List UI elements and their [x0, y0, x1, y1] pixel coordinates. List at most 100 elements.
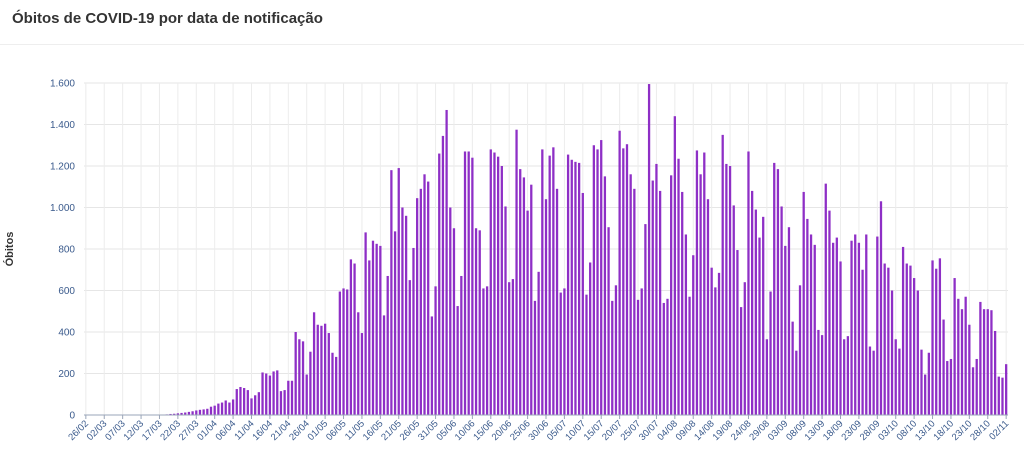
bar — [688, 296, 691, 415]
bar — [500, 166, 503, 415]
bar — [526, 210, 529, 415]
bar — [979, 301, 982, 415]
bar — [780, 206, 783, 415]
bar — [548, 155, 551, 415]
y-tick-label: 200 — [58, 369, 75, 380]
bar — [474, 228, 478, 415]
bar — [423, 174, 426, 415]
bar — [982, 309, 986, 415]
x-tick-label: 06/05 — [324, 418, 349, 443]
x-tick-label: 13/09 — [803, 418, 828, 443]
bar — [559, 292, 562, 415]
bar — [482, 288, 485, 415]
bar — [957, 298, 960, 415]
bar — [670, 175, 673, 415]
bar — [478, 230, 481, 415]
bar — [865, 234, 868, 415]
bar — [673, 116, 676, 415]
x-tick-label: 08/10 — [895, 418, 920, 443]
bar — [784, 245, 787, 415]
bar — [419, 188, 422, 415]
bar — [169, 413, 172, 415]
bar — [751, 190, 754, 415]
bar — [703, 152, 706, 415]
bar — [710, 267, 713, 415]
bar — [533, 300, 537, 415]
x-tick-label: 15/06 — [471, 418, 496, 443]
bar — [335, 356, 338, 415]
bar — [577, 162, 581, 415]
bar — [438, 153, 441, 416]
chart-title: Óbitos de COVID-19 por data de notificaç… — [12, 10, 323, 27]
bar — [743, 282, 746, 415]
bar — [787, 227, 791, 415]
bar — [618, 130, 621, 415]
bar — [725, 163, 728, 415]
x-tick-label: 23/09 — [839, 418, 864, 443]
bar — [294, 332, 297, 415]
bar — [839, 261, 842, 415]
bar — [515, 129, 518, 415]
bar — [935, 268, 938, 415]
bar — [456, 306, 459, 415]
x-tick-label: 28/10 — [968, 418, 993, 443]
x-tick-label: 23/10 — [950, 418, 975, 443]
bar — [824, 183, 827, 415]
bar — [213, 405, 216, 415]
bar — [173, 413, 176, 415]
x-tick-label: 19/08 — [711, 418, 736, 443]
x-tick-label: 07/03 — [103, 418, 128, 443]
bar — [408, 280, 411, 415]
bar — [662, 302, 665, 415]
bar — [728, 166, 732, 415]
bar — [301, 341, 305, 415]
x-tick-label: 15/07 — [582, 418, 607, 443]
bar — [692, 255, 695, 415]
bar — [898, 348, 901, 415]
bar — [695, 150, 699, 415]
bar — [909, 265, 912, 415]
bar — [239, 386, 242, 415]
bar — [813, 244, 816, 415]
bar — [655, 163, 658, 415]
bar — [375, 243, 378, 415]
bar — [427, 181, 430, 415]
x-tick-label: 30/06 — [527, 418, 552, 443]
bar — [555, 188, 559, 415]
x-tick-label: 03/10 — [876, 418, 901, 443]
y-tick-label: 1.400 — [50, 120, 75, 131]
y-tick-label: 800 — [58, 245, 75, 256]
bar — [195, 410, 198, 415]
x-tick-label: 18/09 — [821, 418, 846, 443]
bar — [592, 145, 595, 415]
bar — [460, 275, 463, 415]
bar — [511, 279, 515, 415]
bar — [198, 409, 202, 415]
bar — [217, 403, 220, 415]
bar — [202, 409, 205, 415]
bar — [416, 198, 419, 415]
bar — [323, 323, 327, 415]
bar — [1005, 364, 1008, 415]
bar — [312, 312, 316, 415]
x-tick-label: 05/06 — [434, 418, 459, 443]
bar — [843, 339, 846, 415]
bar — [658, 190, 662, 415]
x-tick-label: 20/06 — [490, 418, 515, 443]
bar — [589, 262, 592, 415]
bar — [445, 109, 448, 415]
bar — [666, 298, 669, 415]
bar — [272, 371, 275, 415]
bar — [828, 210, 831, 415]
bar — [242, 388, 246, 415]
bar — [265, 373, 268, 415]
bar — [290, 380, 294, 415]
x-tick-label: 29/08 — [747, 418, 772, 443]
bar — [831, 242, 835, 415]
bar — [699, 174, 702, 415]
bar — [327, 333, 330, 415]
bar — [206, 408, 209, 415]
bar — [920, 349, 923, 415]
bar — [677, 158, 680, 416]
bar — [820, 335, 824, 415]
